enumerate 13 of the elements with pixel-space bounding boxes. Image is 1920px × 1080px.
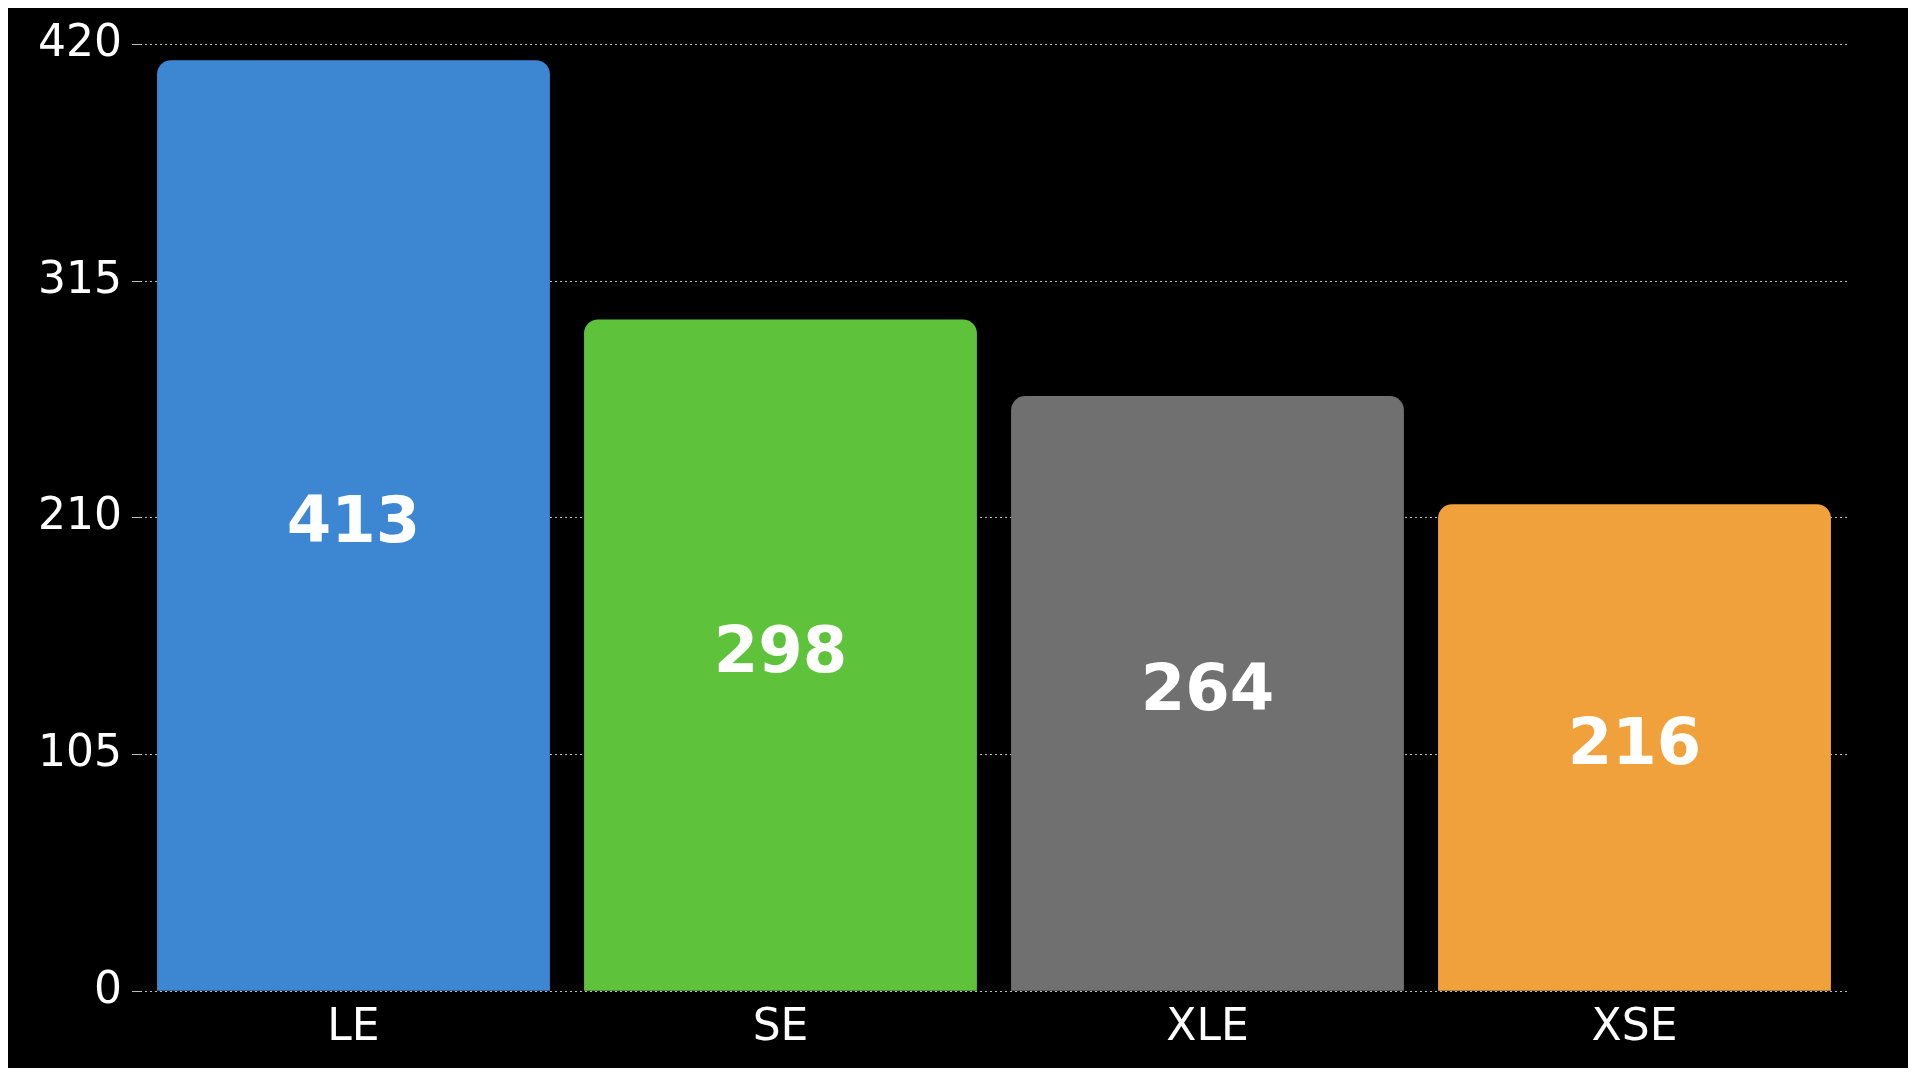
y-tick-label: 420 [38, 14, 122, 66]
y-tick-label: 0 [93, 961, 122, 1013]
x-tick-label: SE [752, 999, 809, 1051]
x-tick-label: LE [327, 999, 380, 1051]
x-tick-label: XLE [1166, 999, 1249, 1051]
data-label: 413 [286, 483, 421, 558]
y-tick-label: 210 [38, 488, 122, 540]
data-label: 264 [1140, 651, 1275, 726]
data-label: 216 [1567, 705, 1702, 780]
y-tick-label: 105 [38, 724, 122, 776]
data-label: 298 [713, 612, 848, 687]
y-tick-label: 315 [38, 251, 122, 303]
x-tick-label: XSE [1591, 999, 1678, 1051]
